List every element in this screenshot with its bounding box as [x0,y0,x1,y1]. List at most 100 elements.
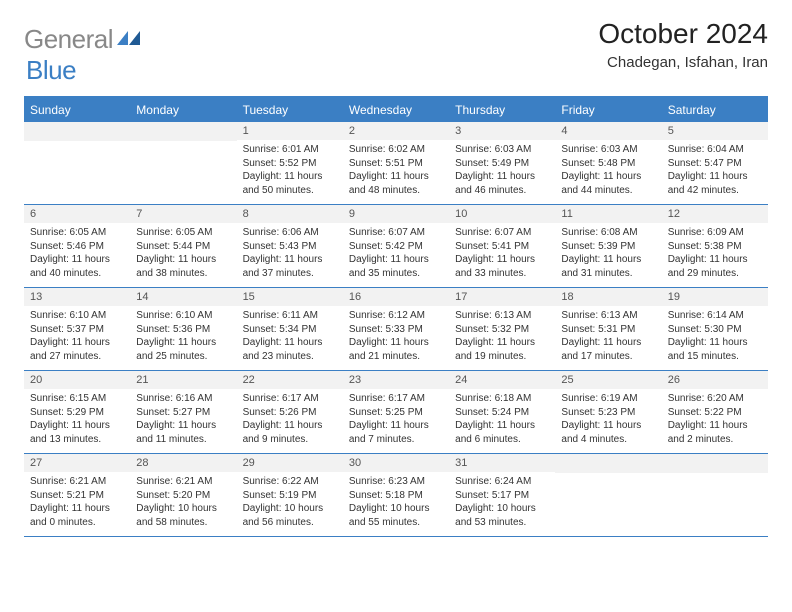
daylight-text: Daylight: 11 hours and 21 minutes. [349,336,443,363]
day-number: 3 [449,122,555,140]
day-details: Sunrise: 6:12 AMSunset: 5:33 PMDaylight:… [343,306,449,369]
sunrise-text: Sunrise: 6:13 AM [455,309,549,323]
day-details: Sunrise: 6:05 AMSunset: 5:44 PMDaylight:… [130,223,236,286]
daylight-text: Daylight: 11 hours and 29 minutes. [668,253,762,280]
daylight-text: Daylight: 11 hours and 4 minutes. [561,419,655,446]
empty-band [662,454,768,473]
day-cell: 13Sunrise: 6:10 AMSunset: 5:37 PMDayligh… [24,288,130,370]
day-details: Sunrise: 6:07 AMSunset: 5:41 PMDaylight:… [449,223,555,286]
day-header-row: SundayMondayTuesdayWednesdayThursdayFrid… [24,98,768,122]
daylight-text: Daylight: 11 hours and 13 minutes. [30,419,124,446]
daylight-text: Daylight: 10 hours and 53 minutes. [455,502,549,529]
sunrise-text: Sunrise: 6:01 AM [243,143,337,157]
daylight-text: Daylight: 10 hours and 56 minutes. [243,502,337,529]
day-details: Sunrise: 6:05 AMSunset: 5:46 PMDaylight:… [24,223,130,286]
day-header-thursday: Thursday [449,98,555,122]
day-cell: 27Sunrise: 6:21 AMSunset: 5:21 PMDayligh… [24,454,130,536]
sunset-text: Sunset: 5:17 PM [455,489,549,503]
sunrise-text: Sunrise: 6:05 AM [30,226,124,240]
daylight-text: Daylight: 11 hours and 35 minutes. [349,253,443,280]
week-row: 13Sunrise: 6:10 AMSunset: 5:37 PMDayligh… [24,288,768,371]
day-details: Sunrise: 6:21 AMSunset: 5:21 PMDaylight:… [24,472,130,535]
day-header-tuesday: Tuesday [237,98,343,122]
day-number: 31 [449,454,555,472]
sunrise-text: Sunrise: 6:13 AM [561,309,655,323]
daylight-text: Daylight: 11 hours and 19 minutes. [455,336,549,363]
day-cell: 17Sunrise: 6:13 AMSunset: 5:32 PMDayligh… [449,288,555,370]
day-cell: 1Sunrise: 6:01 AMSunset: 5:52 PMDaylight… [237,122,343,204]
daylight-text: Daylight: 11 hours and 38 minutes. [136,253,230,280]
day-number: 29 [237,454,343,472]
day-number: 21 [130,371,236,389]
day-number: 16 [343,288,449,306]
day-number: 2 [343,122,449,140]
week-row: 6Sunrise: 6:05 AMSunset: 5:46 PMDaylight… [24,205,768,288]
sunset-text: Sunset: 5:23 PM [561,406,655,420]
day-details: Sunrise: 6:08 AMSunset: 5:39 PMDaylight:… [555,223,661,286]
sunrise-text: Sunrise: 6:02 AM [349,143,443,157]
day-number: 26 [662,371,768,389]
day-number: 30 [343,454,449,472]
daylight-text: Daylight: 11 hours and 7 minutes. [349,419,443,446]
day-number: 5 [662,122,768,140]
day-details: Sunrise: 6:17 AMSunset: 5:25 PMDaylight:… [343,389,449,452]
daylight-text: Daylight: 11 hours and 27 minutes. [30,336,124,363]
daylight-text: Daylight: 11 hours and 11 minutes. [136,419,230,446]
day-details: Sunrise: 6:15 AMSunset: 5:29 PMDaylight:… [24,389,130,452]
daylight-text: Daylight: 11 hours and 42 minutes. [668,170,762,197]
day-cell: 24Sunrise: 6:18 AMSunset: 5:24 PMDayligh… [449,371,555,453]
day-details: Sunrise: 6:24 AMSunset: 5:17 PMDaylight:… [449,472,555,535]
sunset-text: Sunset: 5:36 PM [136,323,230,337]
sunrise-text: Sunrise: 6:17 AM [349,392,443,406]
sunrise-text: Sunrise: 6:15 AM [30,392,124,406]
day-cell: 9Sunrise: 6:07 AMSunset: 5:42 PMDaylight… [343,205,449,287]
day-number: 23 [343,371,449,389]
day-cell: 7Sunrise: 6:05 AMSunset: 5:44 PMDaylight… [130,205,236,287]
day-details: Sunrise: 6:03 AMSunset: 5:49 PMDaylight:… [449,140,555,203]
day-details: Sunrise: 6:17 AMSunset: 5:26 PMDaylight:… [237,389,343,452]
sunset-text: Sunset: 5:20 PM [136,489,230,503]
day-number: 27 [24,454,130,472]
day-cell: 25Sunrise: 6:19 AMSunset: 5:23 PMDayligh… [555,371,661,453]
daylight-text: Daylight: 11 hours and 48 minutes. [349,170,443,197]
sunrise-text: Sunrise: 6:14 AM [668,309,762,323]
day-header-monday: Monday [130,98,236,122]
day-cell: 28Sunrise: 6:21 AMSunset: 5:20 PMDayligh… [130,454,236,536]
sunrise-text: Sunrise: 6:23 AM [349,475,443,489]
day-number: 13 [24,288,130,306]
sunset-text: Sunset: 5:29 PM [30,406,124,420]
sunset-text: Sunset: 5:32 PM [455,323,549,337]
sunset-text: Sunset: 5:42 PM [349,240,443,254]
daylight-text: Daylight: 10 hours and 55 minutes. [349,502,443,529]
sunrise-text: Sunrise: 6:05 AM [136,226,230,240]
sunset-text: Sunset: 5:47 PM [668,157,762,171]
sunset-text: Sunset: 5:30 PM [668,323,762,337]
day-cell: 15Sunrise: 6:11 AMSunset: 5:34 PMDayligh… [237,288,343,370]
day-details: Sunrise: 6:10 AMSunset: 5:36 PMDaylight:… [130,306,236,369]
sunset-text: Sunset: 5:26 PM [243,406,337,420]
sunrise-text: Sunrise: 6:21 AM [30,475,124,489]
day-cell-empty [130,122,236,204]
day-cell: 20Sunrise: 6:15 AMSunset: 5:29 PMDayligh… [24,371,130,453]
sunrise-text: Sunrise: 6:03 AM [455,143,549,157]
sunrise-text: Sunrise: 6:12 AM [349,309,443,323]
daylight-text: Daylight: 11 hours and 40 minutes. [30,253,124,280]
sunrise-text: Sunrise: 6:17 AM [243,392,337,406]
day-cell: 5 Sunrise: 6:04 AMSunset: 5:47 PMDaylight… [662,122,768,204]
sunset-text: Sunset: 5:27 PM [136,406,230,420]
day-number: 18 [555,288,661,306]
day-cell: 19Sunrise: 6:14 AMSunset: 5:30 PMDayligh… [662,288,768,370]
day-details: Sunrise: 6:06 AMSunset: 5:43 PMDaylight:… [237,223,343,286]
day-number: 10 [449,205,555,223]
day-details: Sunrise: 6:07 AMSunset: 5:42 PMDaylight:… [343,223,449,286]
sunrise-text: Sunrise: 6:04 AM [668,143,762,157]
sunset-text: Sunset: 5:49 PM [455,157,549,171]
daylight-text: Daylight: 11 hours and 44 minutes. [561,170,655,197]
day-cell: 8Sunrise: 6:06 AMSunset: 5:43 PMDaylight… [237,205,343,287]
title-block: October 2024 Chadegan, Isfahan, Iran [598,18,768,71]
week-row: 1Sunrise: 6:01 AMSunset: 5:52 PMDaylight… [24,122,768,205]
day-details: Sunrise: 6:21 AMSunset: 5:20 PMDaylight:… [130,472,236,535]
day-details: Sunrise: 6:01 AMSunset: 5:52 PMDaylight:… [237,140,343,203]
daylight-text: Daylight: 11 hours and 23 minutes. [243,336,337,363]
sunset-text: Sunset: 5:48 PM [561,157,655,171]
